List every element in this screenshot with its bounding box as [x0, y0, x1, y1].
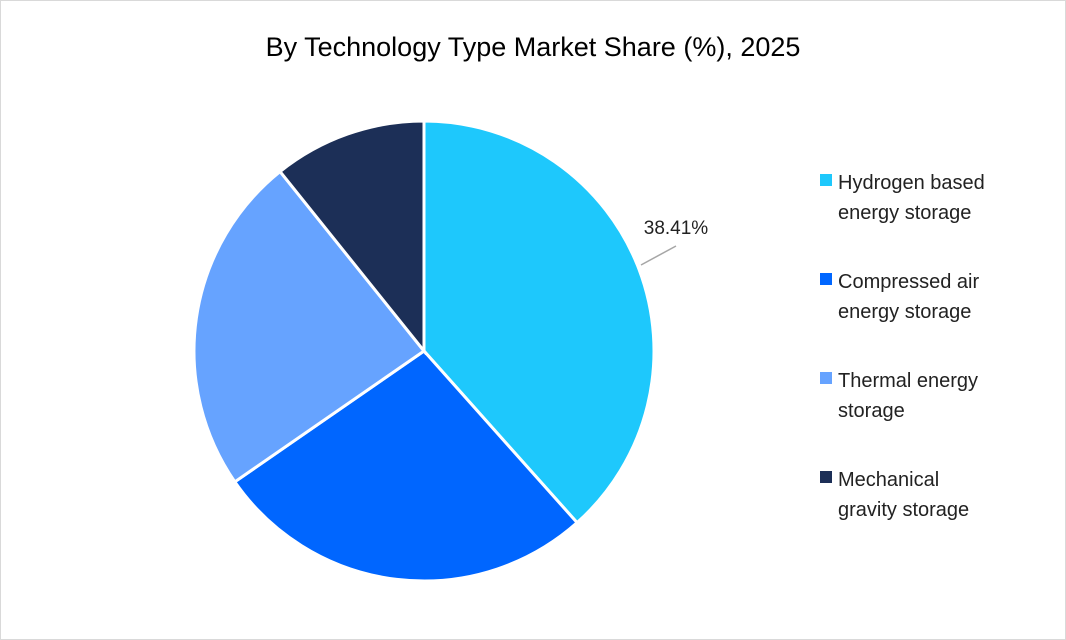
chart-title: By Technology Type Market Share (%), 202…	[265, 32, 801, 62]
legend-label: Hydrogen based energy storage	[838, 168, 1028, 228]
pie-slice-1	[422, 119, 656, 525]
legend-label: Thermal energy storage	[838, 366, 1028, 426]
legend-label-line: Mechanical	[838, 469, 940, 491]
legend-label: Mechanical gravity storage	[838, 465, 1028, 525]
pie-slice-4	[277, 119, 426, 356]
legend-swatch	[820, 471, 832, 483]
leader-line	[640, 245, 677, 266]
legend-label-line: storage	[838, 400, 905, 422]
legend-label-line: energy storage	[838, 301, 972, 323]
legend-label-line: energy storage	[838, 202, 972, 224]
legend-label-line: Thermal energy	[838, 370, 979, 392]
legend-label: Compressed air energy storage	[838, 267, 1028, 327]
pie-slice-2	[232, 349, 580, 583]
legend-label-line: gravity storage	[838, 499, 970, 521]
legend-swatch	[820, 372, 832, 384]
legend-label-line: Hydrogen based	[838, 172, 985, 194]
pie-slice-3	[192, 169, 427, 484]
legend-swatch	[820, 273, 832, 285]
legend-swatch	[820, 174, 832, 186]
legend-label-line: Compressed air	[838, 271, 980, 293]
data-label: 38.41%	[644, 218, 709, 239]
